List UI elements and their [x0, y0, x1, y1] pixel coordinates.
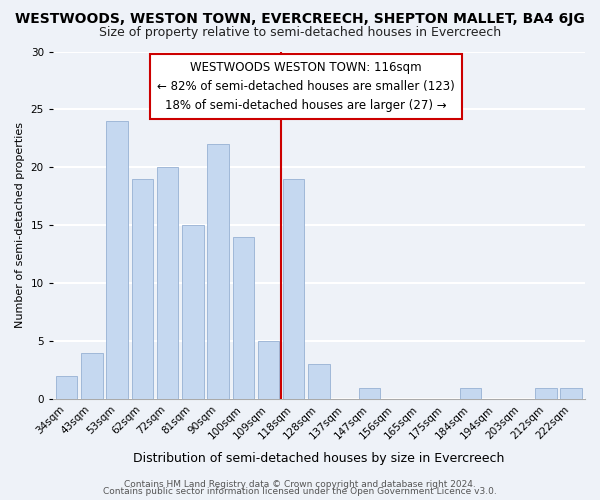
Bar [535, 388, 557, 399]
Y-axis label: Number of semi-detached properties: Number of semi-detached properties [15, 122, 25, 328]
Bar [81, 353, 103, 399]
Text: Contains HM Land Registry data © Crown copyright and database right 2024.: Contains HM Land Registry data © Crown c… [124, 480, 476, 489]
Bar [182, 226, 203, 399]
Text: Contains public sector information licensed under the Open Government Licence v3: Contains public sector information licen… [103, 488, 497, 496]
Bar [208, 144, 229, 399]
Bar [106, 121, 128, 399]
Text: WESTWOODS WESTON TOWN: 116sqm
← 82% of semi-detached houses are smaller (123)
18: WESTWOODS WESTON TOWN: 116sqm ← 82% of s… [157, 61, 455, 112]
Bar [359, 388, 380, 399]
Text: WESTWOODS, WESTON TOWN, EVERCREECH, SHEPTON MALLET, BA4 6JG: WESTWOODS, WESTON TOWN, EVERCREECH, SHEP… [15, 12, 585, 26]
Bar [131, 179, 153, 399]
Bar [460, 388, 481, 399]
Bar [56, 376, 77, 399]
Bar [258, 341, 279, 399]
Bar [283, 179, 304, 399]
Bar [308, 364, 329, 399]
X-axis label: Distribution of semi-detached houses by size in Evercreech: Distribution of semi-detached houses by … [133, 452, 505, 465]
Bar [233, 237, 254, 399]
Text: Size of property relative to semi-detached houses in Evercreech: Size of property relative to semi-detach… [99, 26, 501, 39]
Bar [560, 388, 582, 399]
Bar [157, 168, 178, 399]
